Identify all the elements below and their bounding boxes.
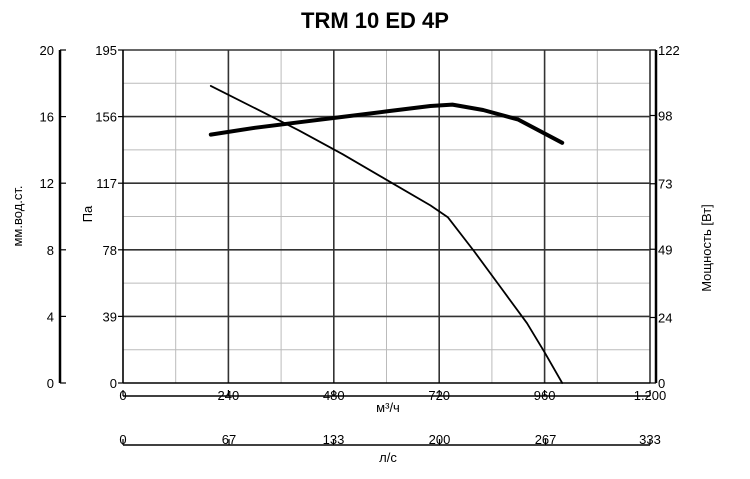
x-axis-label-m3h: м³/ч bbox=[376, 400, 400, 415]
y-tick-label-power: 98 bbox=[658, 109, 672, 124]
y-tick-label-power: 122 bbox=[658, 43, 680, 58]
y-tick-label-power: 24 bbox=[658, 310, 672, 325]
x-tick-label-ls: 0 bbox=[119, 432, 126, 447]
x-tick-label-m3h: 480 bbox=[323, 388, 345, 403]
series-power-line bbox=[208, 102, 565, 145]
x-tick-label-ls: 67 bbox=[222, 432, 236, 447]
x-tick-label-ls: 267 bbox=[535, 432, 557, 447]
x-tick-label-m3h: 1.200 bbox=[634, 388, 667, 403]
series-pressure-line bbox=[209, 85, 564, 384]
x-tick-label-m3h: 240 bbox=[218, 388, 240, 403]
x-tick-label-m3h: 960 bbox=[534, 388, 556, 403]
x-tick-label-ls: 200 bbox=[429, 432, 451, 447]
y-axis-label-power: Мощность [Вт] bbox=[699, 204, 714, 292]
y-tick-label-mm: 12 bbox=[40, 176, 54, 191]
y-tick-label-power: 49 bbox=[658, 242, 672, 257]
x-axis-label-ls: л/с bbox=[379, 450, 397, 465]
y-tick-label-power: 73 bbox=[658, 177, 672, 192]
grid-minor bbox=[123, 50, 650, 383]
y-tick-label-mm: 8 bbox=[47, 243, 54, 258]
y-tick-label-power: 0 bbox=[658, 376, 665, 391]
y-axis-label-pa: Па bbox=[80, 205, 95, 222]
y-tick-label-mm: 16 bbox=[40, 110, 54, 125]
y-tick-label-mm: 0 bbox=[47, 376, 54, 391]
y-tick-label-pa: 156 bbox=[95, 110, 117, 125]
y-tick-label-pa: 39 bbox=[103, 309, 117, 324]
y-axis-label-mm: мм.вод.ст. bbox=[10, 185, 25, 246]
series-group bbox=[208, 85, 565, 384]
x-tick-label-m3h: 0 bbox=[119, 388, 126, 403]
chart-title: TRM 10 ED 4P bbox=[301, 8, 449, 33]
x-tick-label-ls: 133 bbox=[323, 432, 345, 447]
y-tick-label-mm: 4 bbox=[47, 309, 54, 324]
y-tick-label-pa: 78 bbox=[103, 243, 117, 258]
x-tick-label-m3h: 720 bbox=[428, 388, 450, 403]
y-tick-label-mm: 20 bbox=[40, 43, 54, 58]
grid-major bbox=[123, 49, 651, 383]
axes bbox=[58, 49, 658, 446]
y-tick-label-pa: 0 bbox=[110, 376, 117, 391]
y-tick-label-pa: 195 bbox=[95, 43, 117, 58]
y-tick-label-pa: 117 bbox=[96, 176, 117, 191]
x-tick-label-ls: 333 bbox=[639, 432, 661, 447]
